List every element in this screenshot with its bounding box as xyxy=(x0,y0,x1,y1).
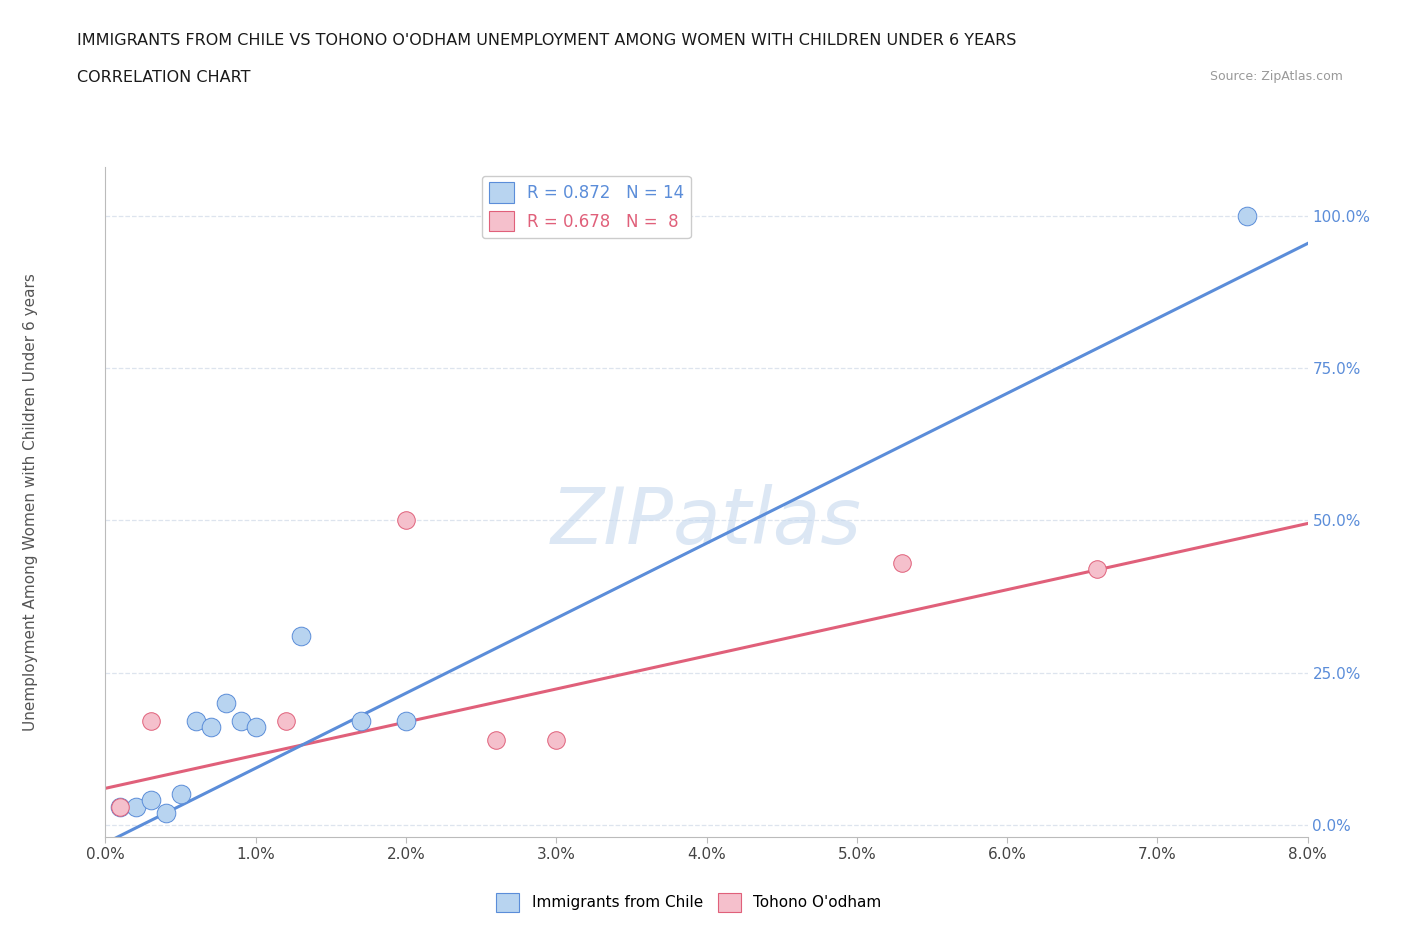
Point xyxy=(155,805,177,820)
Point xyxy=(546,732,568,747)
Point xyxy=(1085,562,1108,577)
Legend: R = 0.872   N = 14, R = 0.678   N =  8: R = 0.872 N = 14, R = 0.678 N = 8 xyxy=(482,176,690,238)
Point xyxy=(139,793,162,808)
Point xyxy=(395,714,418,729)
Point xyxy=(214,696,236,711)
Point xyxy=(184,714,207,729)
Point xyxy=(229,714,252,729)
Point xyxy=(245,720,267,735)
Legend: Immigrants from Chile, Tohono O'odham: Immigrants from Chile, Tohono O'odham xyxy=(491,887,887,918)
Text: Unemployment Among Women with Children Under 6 years: Unemployment Among Women with Children U… xyxy=(24,273,38,731)
Point xyxy=(169,787,191,802)
Point xyxy=(290,629,312,644)
Point xyxy=(139,714,162,729)
Text: IMMIGRANTS FROM CHILE VS TOHONO O'ODHAM UNEMPLOYMENT AMONG WOMEN WITH CHILDREN U: IMMIGRANTS FROM CHILE VS TOHONO O'ODHAM … xyxy=(77,33,1017,47)
Point xyxy=(350,714,373,729)
Text: CORRELATION CHART: CORRELATION CHART xyxy=(77,70,250,85)
Text: Source: ZipAtlas.com: Source: ZipAtlas.com xyxy=(1209,70,1343,83)
Point xyxy=(110,799,132,814)
Point xyxy=(485,732,508,747)
Point xyxy=(890,555,912,570)
Text: ZIPatlas: ZIPatlas xyxy=(551,485,862,560)
Point xyxy=(124,799,146,814)
Point xyxy=(395,513,418,528)
Point xyxy=(200,720,222,735)
Point xyxy=(1236,208,1258,223)
Point xyxy=(110,799,132,814)
Point xyxy=(274,714,297,729)
